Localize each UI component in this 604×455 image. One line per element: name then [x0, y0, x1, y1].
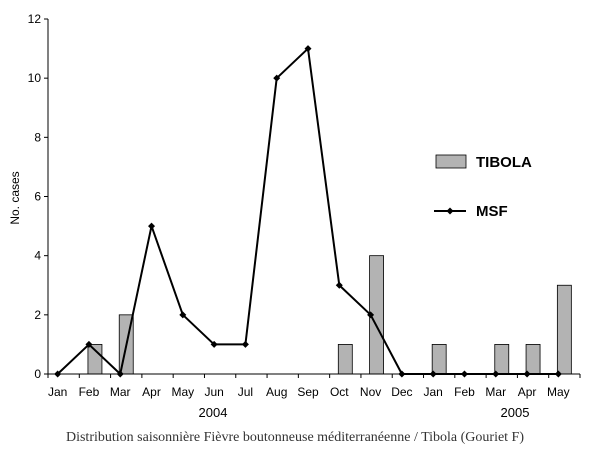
msf-point	[148, 222, 156, 230]
x-tick-label: Jul	[238, 385, 253, 399]
msf-point	[398, 370, 406, 378]
msf-point	[492, 370, 500, 378]
x-tick-label: Jun	[204, 385, 223, 399]
tibola-bar	[431, 344, 447, 375]
x-tick-label: Jan	[48, 385, 67, 399]
msf-point	[429, 370, 437, 378]
msf-line	[54, 45, 562, 378]
legend: TIBOLA MSF	[434, 154, 532, 220]
msf-point	[554, 370, 562, 378]
msf-point	[210, 340, 218, 348]
msf-point	[304, 45, 312, 53]
x-tick-label: Nov	[360, 385, 381, 399]
x-tick-label: Apr	[518, 385, 537, 399]
x-tick-label: Aug	[266, 385, 287, 399]
x-tick-label: Mar	[485, 385, 506, 399]
tibola-bars	[87, 255, 572, 375]
y-tick-label: 8	[34, 130, 41, 144]
legend-tibola-label: TIBOLA	[476, 154, 532, 171]
x-tick-label: Apr	[142, 385, 161, 399]
x-tick-label: Feb	[79, 385, 100, 399]
legend-tibola-swatch	[435, 154, 467, 169]
x-tick-label: Dec	[391, 385, 412, 399]
x-tick-label: Feb	[454, 385, 475, 399]
y-tick-label: 4	[34, 249, 41, 263]
tibola-bar	[494, 344, 510, 375]
tibola-bar	[556, 284, 572, 375]
x-tick-label: Oct	[330, 385, 349, 399]
tibola-bar	[525, 344, 541, 375]
year-label-2005: 2005	[501, 405, 530, 420]
x-tick-label: Mar	[110, 385, 131, 399]
msf-point	[367, 311, 375, 319]
y-tick-label: 10	[28, 71, 42, 85]
msf-point	[179, 311, 187, 319]
y-tick-label: 6	[34, 190, 41, 204]
x-tick-label: Sep	[297, 385, 319, 399]
tibola-bar	[337, 344, 353, 375]
msf-point	[85, 340, 93, 348]
chart: 0 2 4 6 8 10 12 Jan Feb Mar Apr May Jun Jul Aug Sep Oct N…	[8, 12, 581, 420]
msf-point	[116, 370, 124, 378]
legend-msf-marker	[446, 207, 454, 215]
y-axis-label: No. cases	[8, 171, 22, 224]
msf-point	[54, 370, 62, 378]
y-tick-label: 12	[28, 12, 42, 26]
msf-point	[241, 340, 249, 348]
x-tick-label: Jan	[423, 385, 442, 399]
legend-msf-label: MSF	[476, 203, 508, 220]
msf-point	[335, 281, 343, 289]
year-label-2004: 2004	[199, 405, 228, 420]
msf-point	[460, 370, 468, 378]
x-tick-label: May	[171, 385, 194, 399]
y-tick-label: 2	[34, 308, 41, 322]
y-tick-label: 0	[34, 367, 41, 381]
figure-caption: Distribution saisonnière Fièvre boutonne…	[65, 430, 525, 445]
msf-point	[523, 370, 531, 378]
msf-point	[273, 74, 281, 82]
x-tick-label: May	[547, 385, 570, 399]
